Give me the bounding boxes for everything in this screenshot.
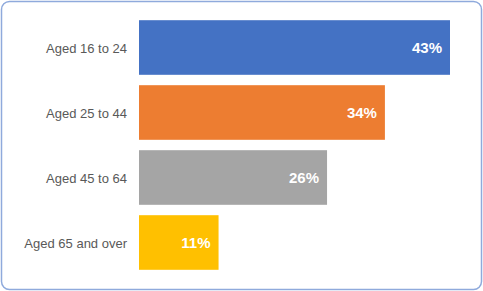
bar: [139, 85, 385, 140]
bars: [139, 20, 450, 270]
category-label: Aged 25 to 44: [46, 106, 127, 121]
frame: [2, 2, 482, 290]
bar: [139, 150, 327, 205]
data-label: 26%: [289, 169, 319, 186]
chart: Aged 16 to 24 43% Aged 25 to 44 34% Aged 45 …: [0, 0, 483, 291]
category-label: Aged 45 to 64: [46, 171, 127, 186]
labels: Aged 16 to 24 43% Aged 25 to 44 34% Aged 45 …: [24, 39, 442, 251]
data-label: 11%: [181, 234, 210, 251]
data-label: 43%: [412, 39, 442, 56]
data-label: 34%: [347, 104, 377, 121]
bar: [139, 20, 450, 75]
bar: [139, 215, 219, 270]
category-label: Aged 65 and over: [24, 236, 127, 251]
category-label: Aged 16 to 24: [46, 41, 127, 56]
